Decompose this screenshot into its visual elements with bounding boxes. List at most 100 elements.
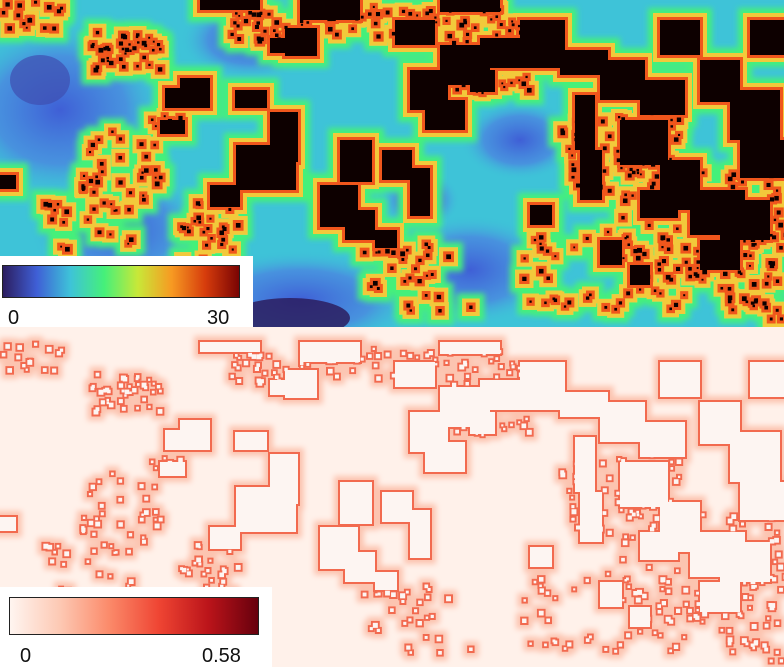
building-dot	[538, 610, 544, 616]
building-dot	[576, 525, 580, 530]
building-dot	[93, 67, 99, 73]
building-dot	[174, 467, 180, 473]
building-dot	[103, 46, 107, 51]
building-dot	[678, 475, 681, 478]
building-dot	[727, 518, 733, 524]
building-dot	[186, 571, 191, 576]
building-dot	[500, 61, 505, 66]
building-dot	[484, 407, 488, 410]
building-block	[236, 145, 296, 190]
building-dot	[636, 171, 640, 175]
building-dot	[660, 195, 664, 200]
building-dot	[602, 488, 607, 493]
building-dot	[768, 261, 773, 265]
building-block	[410, 510, 430, 558]
building-dot	[401, 600, 405, 603]
building-dot	[425, 11, 430, 16]
building-dot	[725, 568, 728, 572]
building-dot	[604, 305, 608, 309]
building-dot	[589, 293, 592, 297]
building-dot	[369, 285, 373, 289]
building-dot	[769, 539, 775, 544]
building-dot	[603, 242, 608, 247]
building-dot	[274, 20, 280, 25]
building-dot	[751, 624, 757, 629]
building-dot	[97, 480, 101, 484]
building-dot	[574, 138, 578, 142]
building-dot	[257, 381, 263, 386]
building-block	[0, 175, 16, 189]
building-dot	[46, 346, 52, 352]
building-dot	[124, 47, 130, 53]
building-dot	[511, 23, 515, 27]
building-dot	[695, 544, 701, 549]
building-dot	[257, 39, 263, 44]
building-dot	[391, 373, 396, 378]
building-dot	[731, 650, 735, 654]
building-dot	[732, 267, 735, 270]
building-dot	[235, 565, 241, 570]
building-block	[236, 487, 296, 532]
building-dot	[618, 301, 623, 305]
building-dot	[441, 87, 445, 91]
building-dot	[636, 613, 641, 618]
building-dot	[639, 612, 643, 616]
building-dot	[642, 163, 645, 166]
building-dot	[300, 23, 304, 26]
building-dot	[467, 418, 471, 422]
building-block	[165, 430, 205, 450]
building-block	[0, 517, 16, 531]
building-dot	[775, 308, 779, 312]
building-dot	[636, 510, 639, 514]
building-dot	[95, 175, 98, 179]
building-dot	[674, 110, 677, 114]
building-dot	[100, 400, 105, 405]
building-dot	[306, 363, 310, 366]
building-dot	[205, 243, 209, 247]
building-dot	[651, 483, 655, 487]
building-block	[165, 88, 205, 108]
building-dot	[163, 115, 166, 118]
building-dot	[618, 116, 621, 119]
building-dot	[660, 537, 664, 542]
building-dot	[59, 6, 64, 10]
building-dot	[277, 37, 281, 41]
building-dot	[684, 260, 688, 264]
building-dot	[331, 358, 336, 364]
building-dot	[737, 230, 740, 233]
building-dot	[657, 604, 661, 608]
building-dot	[678, 133, 681, 136]
building-dot	[651, 162, 656, 167]
building-dot	[574, 474, 578, 479]
building-dot	[769, 197, 775, 202]
building-block	[375, 572, 397, 590]
building-dot	[81, 188, 85, 192]
building-dot	[702, 269, 708, 275]
building-dot	[221, 567, 225, 571]
building-dot	[742, 224, 746, 227]
building-dot	[372, 347, 375, 350]
building-dot	[624, 237, 627, 240]
building-dot	[622, 198, 628, 204]
building-dot	[503, 85, 506, 89]
building-dot	[769, 173, 774, 179]
building-dot	[405, 248, 409, 252]
building-dot	[631, 536, 634, 539]
building-dot	[654, 135, 659, 140]
building-dot	[639, 288, 642, 291]
building-dot	[56, 9, 62, 14]
building-dot	[612, 246, 618, 251]
building-dot	[448, 408, 452, 412]
building-dot	[636, 168, 639, 172]
building-dot	[631, 512, 636, 517]
building-dot	[52, 26, 57, 31]
building-dot	[724, 574, 729, 579]
building-dot	[563, 305, 567, 308]
building-dot	[730, 184, 736, 190]
building-dot	[730, 526, 736, 532]
building-dot	[776, 210, 781, 215]
building-dot	[243, 360, 249, 366]
building-dot	[768, 603, 773, 607]
building-dot	[148, 378, 151, 381]
building-dot	[720, 261, 725, 266]
